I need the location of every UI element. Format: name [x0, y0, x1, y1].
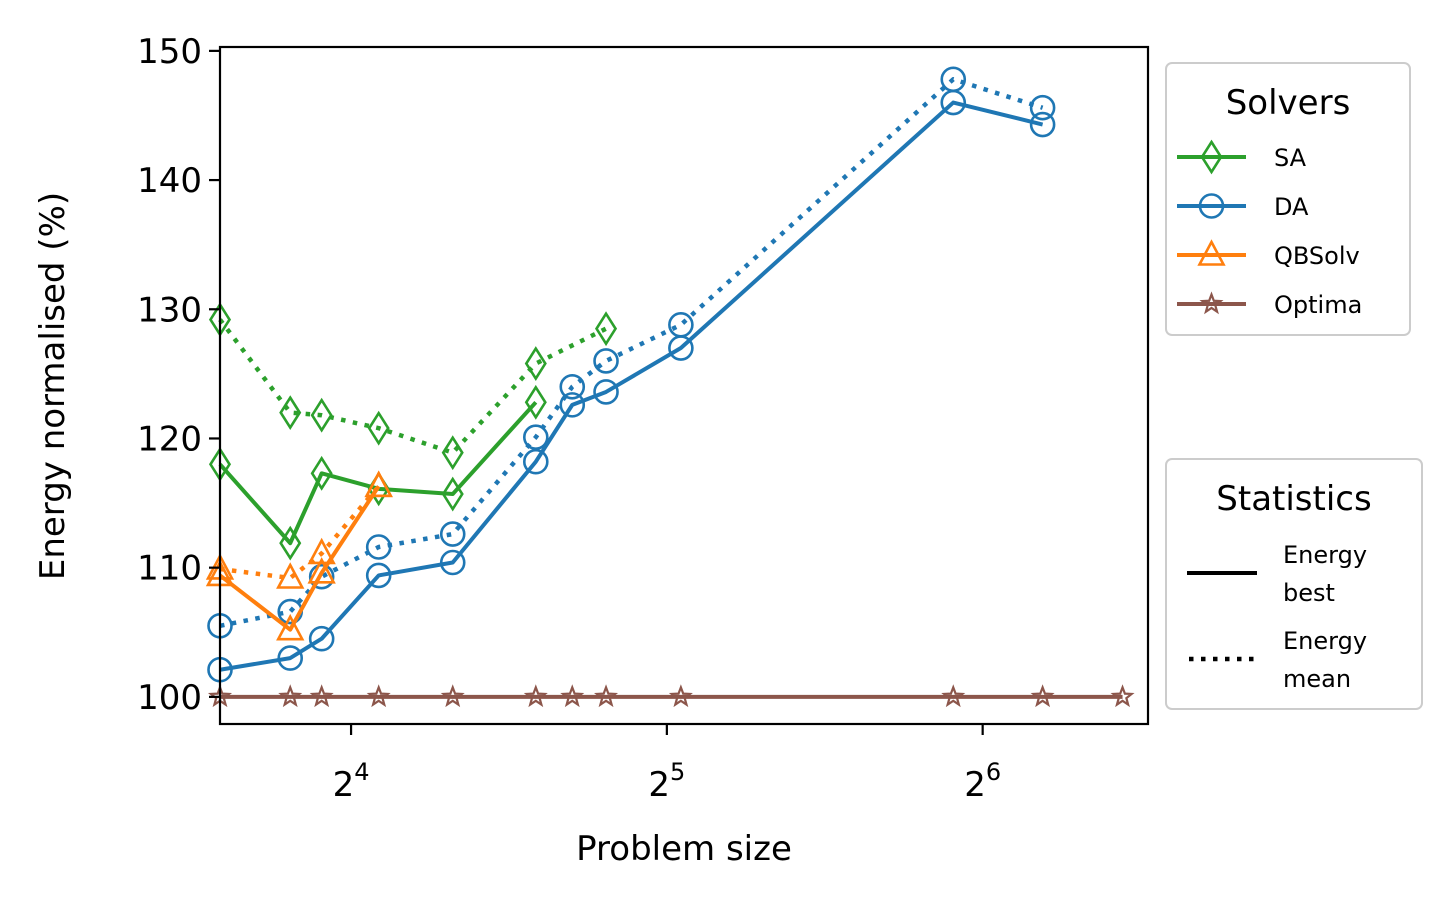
legend-sa-marker	[1200, 139, 1223, 175]
legend-statistics-mean-line2: mean	[1283, 665, 1351, 693]
series-qbsolv-best-point-1	[276, 613, 305, 641]
series-da-best-point-10	[1029, 111, 1056, 138]
x-axis-label: Problem size	[576, 829, 792, 869]
series-da-best-point-2	[308, 625, 335, 652]
series-optima-best-point-1	[278, 684, 303, 708]
y-tick-label-100: 100	[137, 678, 202, 718]
series-qbsolv-best-point-3	[364, 470, 393, 498]
legend-statistics-title: Statistics	[1216, 479, 1371, 519]
plot-frame	[218, 45, 1150, 726]
x-tick-label-base: 2	[648, 765, 670, 805]
y-tick-label-150: 150	[137, 32, 202, 72]
series-da-best-point-1	[277, 645, 304, 671]
series-sa-best-point-1	[279, 525, 302, 561]
series-sa-mean-point-6	[594, 311, 618, 347]
series-optima-best-point-6	[560, 684, 585, 708]
legend-statistics-best-line1: Energy	[1283, 541, 1367, 569]
series-da-mean-point-2	[308, 563, 335, 590]
x-tick-label-exponent: 4	[354, 758, 369, 786]
series-optima-best-point-8	[668, 684, 693, 708]
legend-optima-marker	[1199, 291, 1224, 315]
series-da-best-point-8	[668, 335, 694, 361]
series-optima-best-point-11	[1110, 684, 1135, 708]
series-optima-best-point-2	[309, 684, 334, 708]
legend-sa-label: SA	[1274, 144, 1307, 172]
series-qbsolv-best-line	[218, 485, 381, 632]
series-da-best-point-5	[522, 448, 549, 475]
legend-solvers-frame	[1165, 62, 1411, 336]
series-da-mean-point-7	[593, 348, 619, 374]
legend-solvers-title: Solvers	[1226, 83, 1351, 123]
y-axis-label: Energy normalised (%)	[33, 192, 73, 580]
series-da-best-point-9	[940, 89, 967, 116]
x-tick-label-base: 2	[333, 765, 355, 805]
series-da-mean-point-6	[559, 373, 586, 400]
x-tick-label-exponent: 5	[670, 758, 685, 786]
plot-area	[205, 66, 1135, 708]
series-optima-best-point-4	[440, 684, 465, 708]
series-da-mean-line	[219, 77, 1044, 629]
series-sa-best-point-4	[441, 476, 464, 512]
legend-da-label: DA	[1274, 193, 1309, 221]
series-da-mean-point-5	[522, 424, 549, 450]
x-tick-label-32: 25	[648, 758, 685, 805]
legend-statistics-mean-line1: Energy	[1283, 627, 1367, 655]
x-tick-label-base: 2	[964, 765, 986, 805]
legend-statistics-frame	[1165, 458, 1423, 710]
series-da-best-point-4	[439, 549, 466, 576]
series-optima-best-point-3	[366, 684, 391, 708]
legend-solvers: Solvers SA DA QBSolv Optima	[1165, 62, 1411, 336]
x-tick-label-exponent: 6	[986, 758, 1001, 786]
y-tick-label-130: 130	[137, 290, 202, 330]
legend-da-marker	[1198, 193, 1225, 219]
series-sa-mean-point-1	[279, 395, 302, 431]
legend-optima-label: Optima	[1274, 291, 1362, 319]
series-da-mean-point-4	[439, 521, 466, 547]
legend-statistics-best-line2: best	[1283, 579, 1335, 607]
y-tick-label-120: 120	[137, 419, 202, 459]
series-sa-mean-point-4	[441, 435, 464, 471]
legend-qbsolv-marker	[1197, 239, 1226, 266]
series-da-mean-point-3	[365, 534, 392, 560]
series-da-best-point-6	[559, 392, 586, 418]
series-qbsolv-mean-point-2	[307, 537, 336, 565]
series-sa-mean-point-2	[310, 397, 333, 433]
x-tick-label-64: 26	[964, 758, 1001, 805]
series-qbsolv-mean-point-1	[276, 562, 305, 589]
series-da-mean-point-10	[1029, 94, 1056, 121]
series-optima-best-point-7	[594, 684, 619, 708]
series-optima-best-point-9	[941, 684, 966, 708]
y-tick-label-140: 140	[137, 161, 202, 201]
series-optima-best-point-5	[523, 684, 548, 708]
legend-solvers-entries: SA DA QBSolv Optima	[1177, 139, 1362, 319]
series-sa-best-line	[218, 400, 538, 546]
series-sa-best-point-5	[524, 384, 547, 420]
series-sa-mean-point-3	[367, 410, 390, 446]
series-sa-mean-line	[218, 318, 608, 455]
series-da-best-point-3	[365, 562, 392, 589]
legend-qbsolv-label: QBSolv	[1274, 242, 1360, 270]
y-tick-label-110: 110	[137, 549, 202, 589]
series-qbsolv-best-point-2	[307, 557, 336, 584]
series-sa-best-point-2	[310, 455, 333, 491]
legend-statistics: Statistics Energy best Energy mean	[1165, 458, 1423, 710]
series-optima-best-point-10	[1030, 684, 1055, 708]
x-tick-label-16: 24	[333, 758, 370, 805]
series-sa-mean-point-5	[524, 346, 547, 381]
series-da-best-point-7	[593, 379, 619, 405]
